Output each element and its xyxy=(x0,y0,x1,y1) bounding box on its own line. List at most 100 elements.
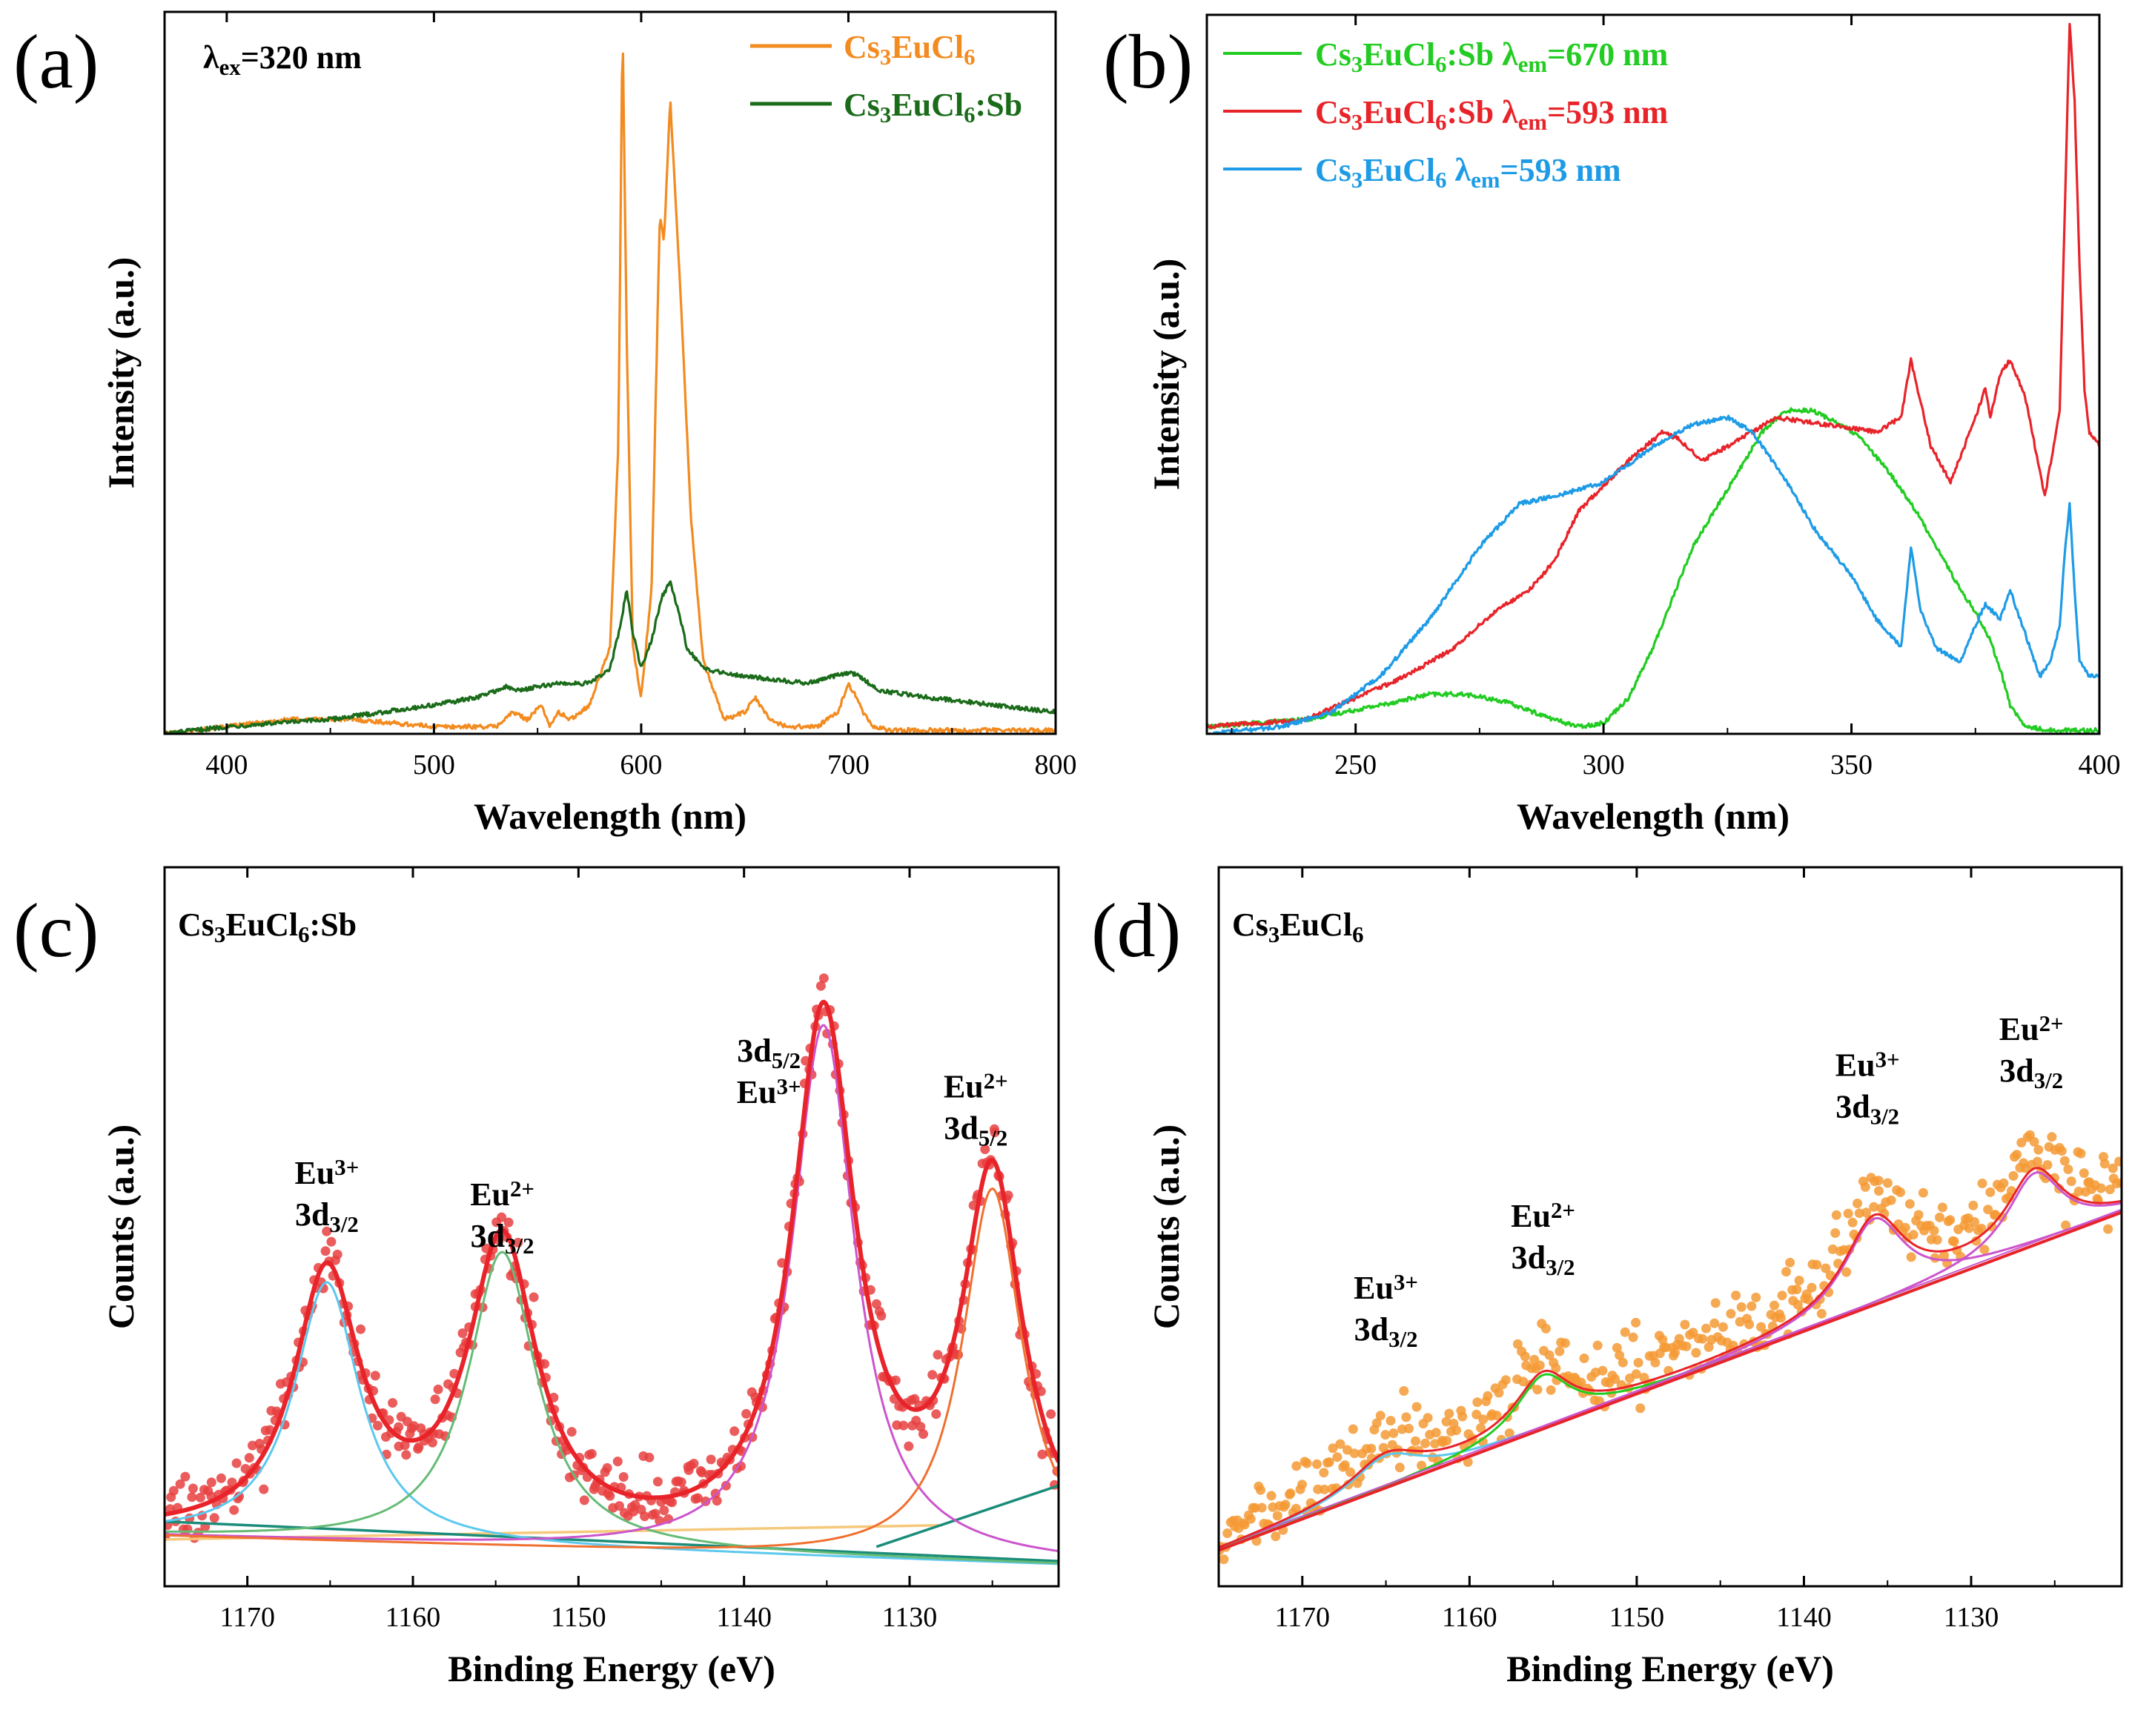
data-point xyxy=(332,1249,342,1259)
data-point xyxy=(1328,1443,1338,1454)
series-a-1 xyxy=(165,580,1056,734)
data-point xyxy=(1615,1350,1625,1360)
data-point xyxy=(1631,1369,1641,1379)
plot-area-a xyxy=(165,52,1056,734)
data-point xyxy=(618,1472,629,1482)
data-point xyxy=(1444,1408,1454,1419)
data-point xyxy=(400,1440,410,1451)
plot-frame-a xyxy=(163,10,1057,735)
legend-entry: Cs3EuCl6:Sb xyxy=(844,87,1022,127)
series-a-0 xyxy=(165,52,1056,734)
data-point xyxy=(388,1398,398,1408)
data-point xyxy=(1239,1520,1250,1530)
panel-label-d: (d) xyxy=(1091,888,1181,973)
data-point xyxy=(1380,1430,1391,1440)
legend-entry: Cs3EuCl6 λem=593 nm xyxy=(1315,152,1621,193)
data-point xyxy=(1710,1298,1721,1308)
data-point xyxy=(1257,1503,1267,1513)
data-point xyxy=(1691,1348,1701,1358)
data-point xyxy=(1932,1235,1942,1245)
data-point xyxy=(579,1495,589,1505)
data-point xyxy=(652,1477,663,1487)
data-point xyxy=(1847,1217,1858,1228)
data-point xyxy=(216,1473,226,1483)
x-tick-label: 1150 xyxy=(551,1602,606,1633)
data-point xyxy=(168,1485,179,1496)
data-point xyxy=(1579,1354,1589,1363)
data-point xyxy=(1976,1223,1987,1233)
data-point xyxy=(1520,1351,1530,1362)
data-point xyxy=(1037,1449,1047,1460)
data-point xyxy=(1744,1319,1755,1330)
data-point xyxy=(1576,1377,1586,1388)
data-point xyxy=(815,981,826,991)
data-point xyxy=(1726,1308,1736,1319)
data-point xyxy=(2008,1170,2019,1181)
data-point xyxy=(1821,1263,1831,1273)
data-point xyxy=(513,1237,523,1248)
data-point xyxy=(2066,1176,2076,1187)
data-point xyxy=(1777,1291,1787,1301)
x-tick-label: 400 xyxy=(2079,749,2121,781)
data-point xyxy=(1861,1207,1871,1218)
data-point xyxy=(1937,1202,1947,1213)
sample-label: Cs3EuCl6 xyxy=(1232,907,1364,947)
data-point xyxy=(180,1471,191,1482)
data-point xyxy=(2061,1220,2071,1230)
data-point xyxy=(209,1513,219,1523)
peak-label-2: 3d3/2 xyxy=(1835,1088,1899,1129)
data-point xyxy=(1463,1457,1473,1467)
data-point xyxy=(195,1492,205,1503)
data-point xyxy=(1949,1236,1959,1247)
data-point xyxy=(2108,1163,2118,1173)
data-point xyxy=(1394,1462,1405,1473)
y-axis-title: Counts (a.u.) xyxy=(1145,1124,1187,1329)
excitation-annotation: λex=320 nm xyxy=(203,39,362,80)
x-tick-label: 1130 xyxy=(882,1602,938,1633)
panel-label-b: (b) xyxy=(1103,19,1193,105)
data-point xyxy=(2029,1136,2039,1147)
data-point xyxy=(1670,1348,1680,1357)
peak-label-2: Eu3+ xyxy=(737,1074,801,1110)
x-axis-title: Wavelength (nm) xyxy=(474,795,746,837)
data-point xyxy=(1918,1187,1928,1198)
data-point xyxy=(1900,1222,1910,1233)
data-point xyxy=(1792,1285,1802,1294)
data-point xyxy=(1411,1436,1420,1446)
data-point xyxy=(1983,1205,1993,1215)
data-point xyxy=(1882,1178,1893,1188)
data-point xyxy=(1860,1182,1870,1192)
data-point xyxy=(1535,1360,1545,1371)
data-point xyxy=(1598,1365,1608,1376)
x-tick-label: 700 xyxy=(827,749,870,781)
peak-label-0: 3d3/2 xyxy=(1354,1311,1418,1352)
data-point xyxy=(1411,1402,1422,1412)
data-point xyxy=(1775,1313,1786,1323)
data-point xyxy=(918,1429,928,1440)
data-point xyxy=(1939,1250,1949,1261)
plot-area-d xyxy=(1219,1130,2122,1565)
x-tick-label: 350 xyxy=(1830,749,1873,781)
peak-label-0: Eu3+ xyxy=(294,1154,359,1190)
background-line-2 xyxy=(1219,1208,2122,1548)
data-point xyxy=(227,1477,237,1488)
data-point xyxy=(1873,1176,1884,1186)
data-point xyxy=(1812,1259,1822,1270)
data-point xyxy=(1913,1210,1924,1220)
data-point xyxy=(1471,1409,1482,1419)
x-tick-label: 500 xyxy=(413,749,455,781)
data-point xyxy=(1343,1445,1352,1455)
peak-label-2: 3d5/2 xyxy=(737,1033,801,1073)
data-point xyxy=(1633,1357,1643,1368)
y-axis-title: Counts (a.u.) xyxy=(100,1124,142,1329)
panel-b: 250 300 350 400 Wavelength (nm) Intensity (a.… xyxy=(1103,13,2121,837)
data-point xyxy=(1512,1339,1523,1349)
data-point xyxy=(1348,1424,1358,1434)
data-point xyxy=(1404,1423,1414,1434)
data-point xyxy=(1709,1318,1720,1328)
data-point xyxy=(1968,1200,1979,1210)
data-point xyxy=(1494,1388,1504,1398)
data-point xyxy=(1592,1340,1603,1351)
data-point xyxy=(1731,1291,1741,1301)
data-point xyxy=(1349,1448,1360,1459)
